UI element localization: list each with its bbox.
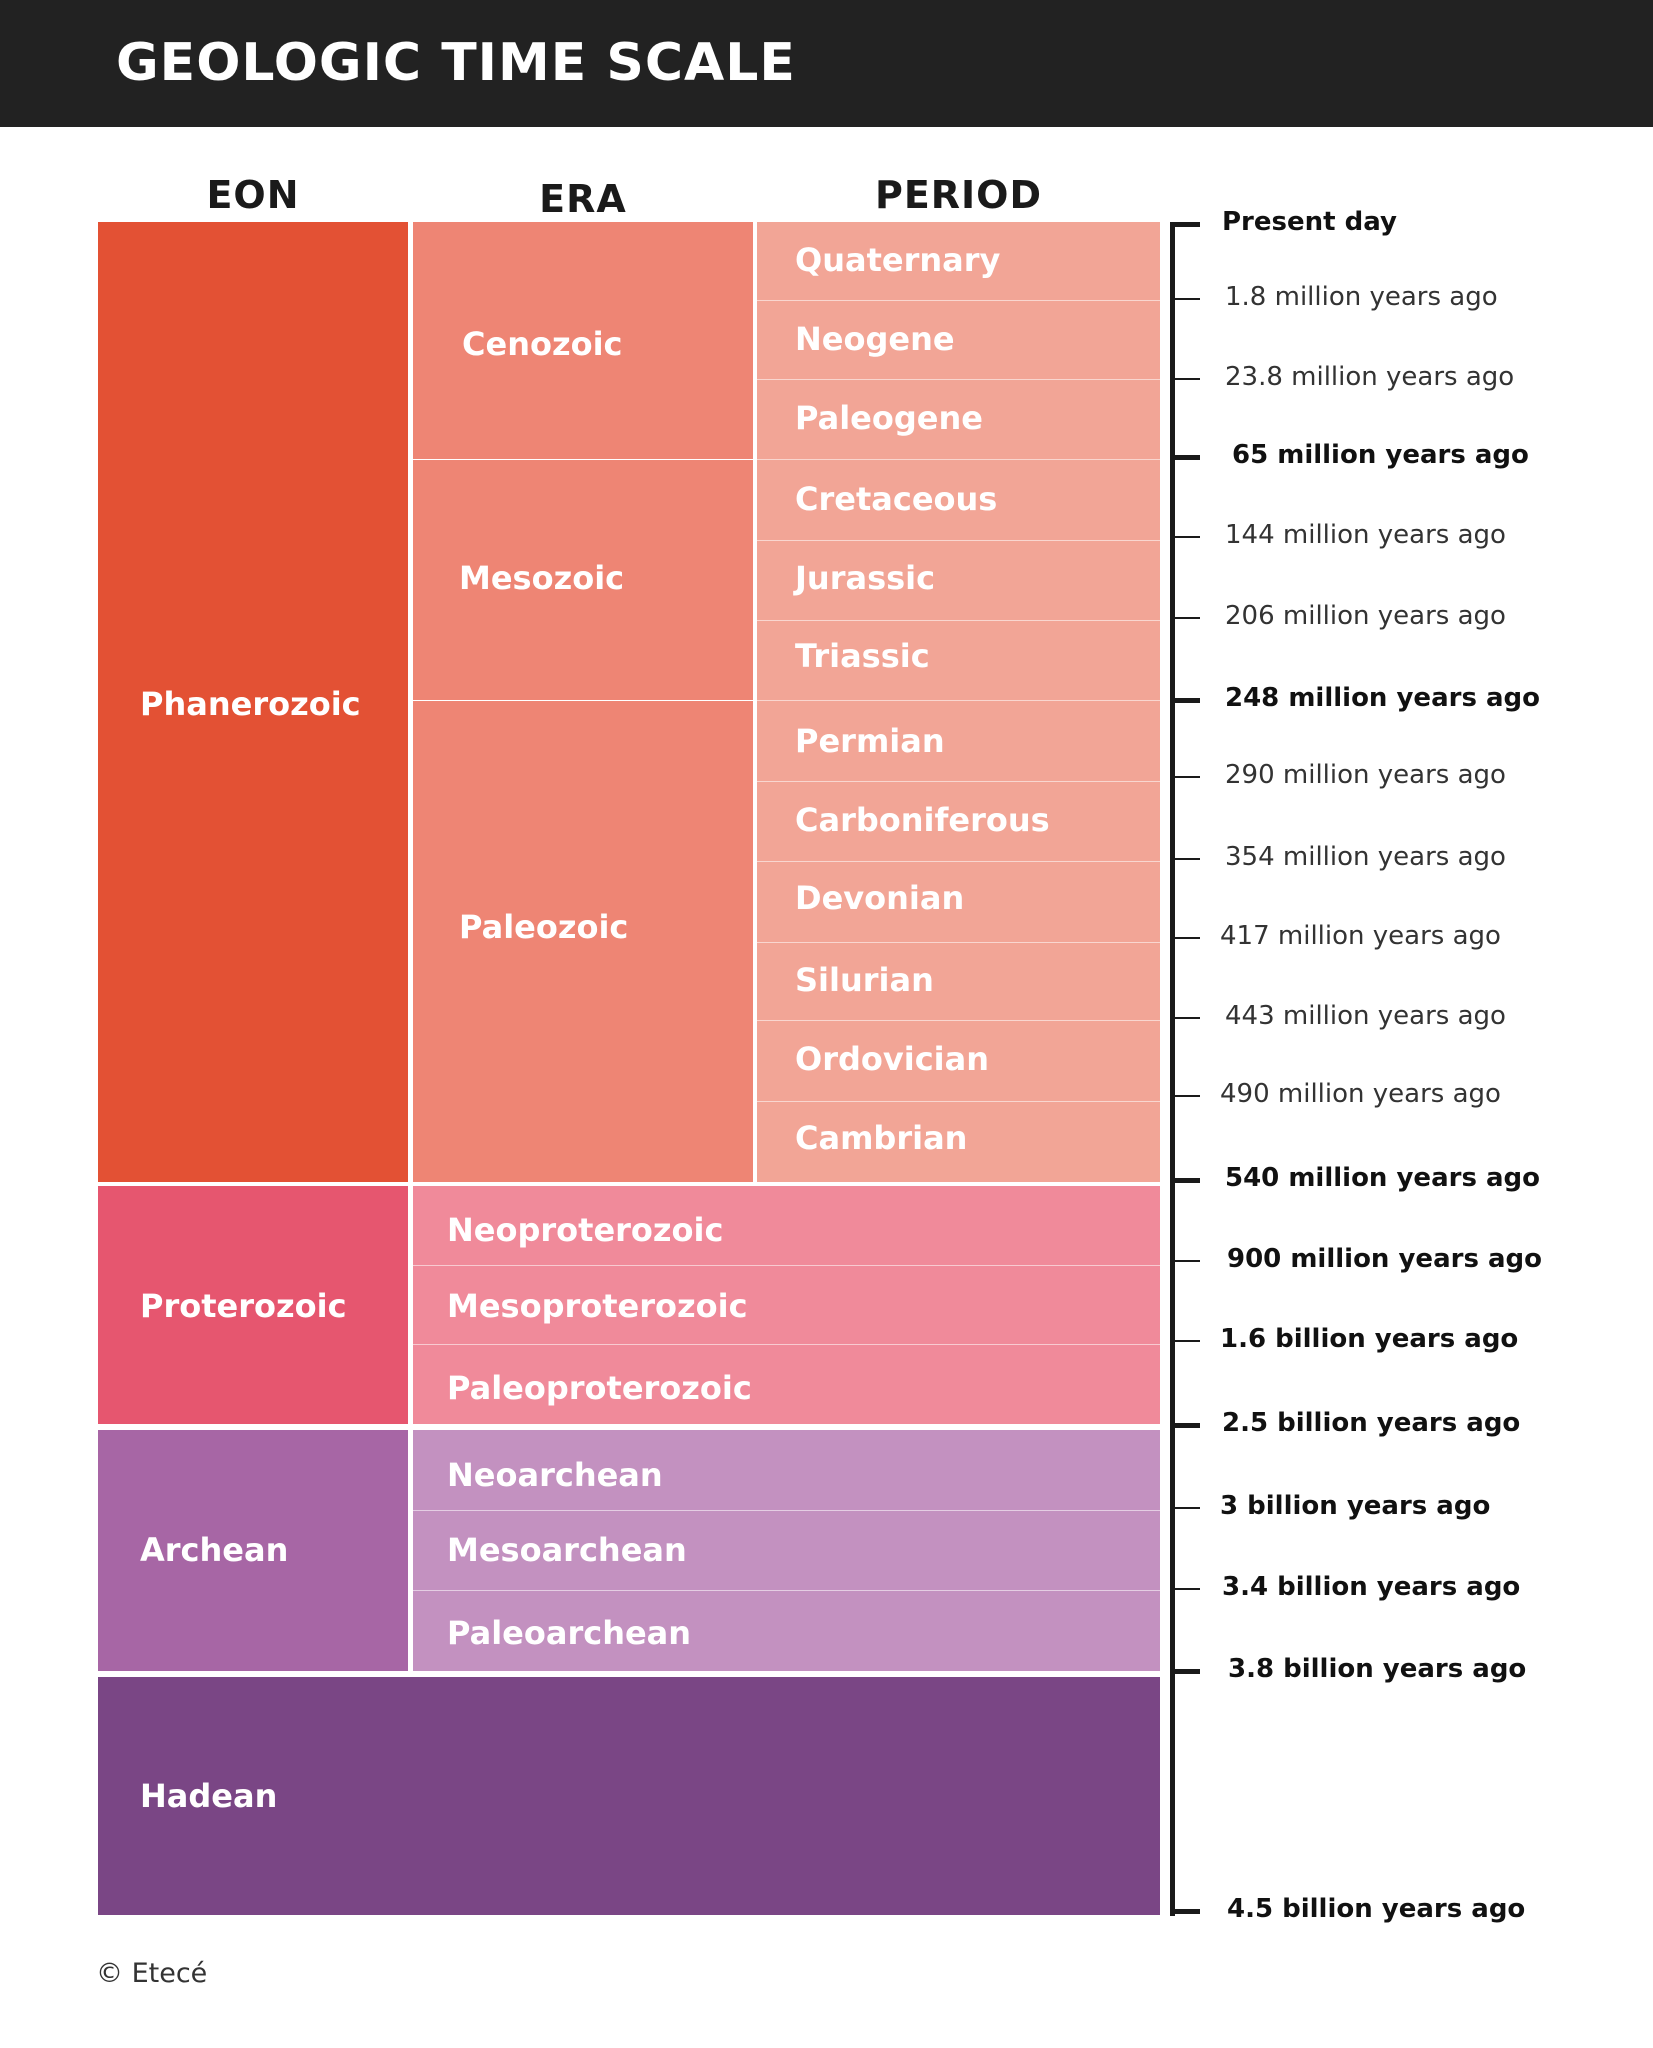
row-divider [413, 1590, 1160, 1591]
timeline-label: 23.8 million years ago [1225, 362, 1515, 392]
row-divider [757, 540, 1160, 541]
copyright-credit: © Etecé [96, 1958, 208, 1989]
timeline-tick [1172, 378, 1200, 380]
timeline-tick [1172, 1260, 1200, 1262]
timeline-tick [1172, 1340, 1200, 1342]
period-column: Quaternary Neogene Paleogene Cretaceous … [757, 222, 1160, 1182]
timeline-tick [1172, 1095, 1200, 1097]
timeline-label: 354 million years ago [1225, 842, 1506, 872]
period-label-permian: Permian [795, 722, 945, 760]
era-label: Paleozoic [459, 908, 629, 946]
era-label: Cenozoic [462, 325, 623, 363]
row-divider [757, 700, 1160, 701]
era-label-paleoproterozoic: Paleoproterozoic [447, 1369, 752, 1407]
period-label-paleogene: Paleogene [795, 399, 983, 437]
timeline-tick [1172, 1423, 1200, 1428]
timeline-tick [1172, 1588, 1200, 1590]
timeline-tick [1172, 617, 1200, 619]
row-divider [413, 1510, 1160, 1511]
timeline-label: Present day [1222, 207, 1397, 237]
timeline-label: 3 billion years ago [1220, 1491, 1491, 1521]
row-divider [757, 781, 1160, 782]
timeline-label: 65 million years ago [1232, 440, 1529, 470]
timeline-label: 290 million years ago [1225, 760, 1506, 790]
eon-label: Archean [140, 1531, 289, 1569]
period-label-silurian: Silurian [795, 961, 934, 999]
eon-block-archean: Archean [98, 1430, 408, 1671]
timeline-tick [1172, 776, 1200, 778]
timeline-tick [1172, 1669, 1200, 1674]
era-label-mesoproterozoic: Mesoproterozoic [447, 1287, 748, 1325]
timeline-tick [1172, 298, 1200, 300]
row-divider [757, 1020, 1160, 1021]
timeline-tick [1172, 1178, 1200, 1183]
timeline-label: 443 million years ago [1225, 1001, 1506, 1031]
period-label-carboniferous: Carboniferous [795, 801, 1050, 839]
era-label-mesoarchean: Mesoarchean [447, 1531, 687, 1569]
timeline-label: 4.5 billion years ago [1227, 1894, 1526, 1924]
timeline-label: 206 million years ago [1225, 601, 1506, 631]
row-divider [757, 459, 1160, 460]
column-header-eon: EON [206, 173, 300, 217]
era-label: Mesozoic [459, 559, 625, 597]
row-divider [757, 300, 1160, 301]
era-block-paleozoic: Paleozoic [413, 701, 753, 1182]
period-label-cambrian: Cambrian [795, 1119, 968, 1157]
eon-label: Hadean [140, 1777, 278, 1815]
row-divider [757, 942, 1160, 943]
timeline-label: 144 million years ago [1225, 520, 1506, 550]
row-divider [757, 379, 1160, 380]
proterozoic-era-column: Neoproterozoic Mesoproterozoic Paleoprot… [413, 1186, 1160, 1424]
archean-era-column: Neoarchean Mesoarchean Paleoarchean [413, 1430, 1160, 1671]
era-label-paleoarchean: Paleoarchean [447, 1614, 692, 1652]
page-title: GEOLOGIC TIME SCALE [116, 33, 796, 93]
timeline-label: 1.6 billion years ago [1220, 1324, 1519, 1354]
timeline-label: 490 million years ago [1220, 1079, 1501, 1109]
column-header-era: ERA [539, 177, 627, 221]
era-label-neoproterozoic: Neoproterozoic [447, 1211, 724, 1249]
timeline-label: 1.8 million years ago [1225, 282, 1498, 312]
timeline-label: 248 million years ago [1225, 683, 1540, 713]
timeline-label: 540 million years ago [1225, 1163, 1540, 1193]
timeline-tick [1172, 858, 1200, 860]
timeline-tick [1172, 536, 1200, 538]
timeline-tick [1172, 455, 1200, 460]
row-divider [413, 1344, 1160, 1345]
eon-block-hadean: Hadean [98, 1677, 1160, 1915]
timeline-label: 2.5 billion years ago [1222, 1408, 1521, 1438]
timeline-tick [1172, 698, 1200, 703]
timeline-label: 3.8 billion years ago [1228, 1654, 1527, 1684]
row-divider [413, 1265, 1160, 1266]
timeline-label: 3.4 billion years ago [1222, 1572, 1521, 1602]
timeline-label: 417 million years ago [1220, 921, 1501, 951]
timeline-tick [1172, 937, 1200, 939]
eon-block-proterozoic: Proterozoic [98, 1186, 408, 1424]
era-label-neoarchean: Neoarchean [447, 1456, 663, 1494]
timeline-tick [1172, 222, 1200, 227]
row-divider [757, 861, 1160, 862]
row-divider [757, 1101, 1160, 1102]
period-label-triassic: Triassic [795, 637, 930, 675]
period-label-ordovician: Ordovician [795, 1040, 990, 1078]
period-label-neogene: Neogene [795, 320, 955, 358]
period-label-devonian: Devonian [795, 879, 965, 917]
timeline-tick [1172, 1909, 1200, 1914]
header-bar: GEOLOGIC TIME SCALE [0, 0, 1653, 127]
timeline-tick [1172, 1017, 1200, 1019]
period-label-cretaceous: Cretaceous [795, 480, 998, 518]
eon-label: Proterozoic [140, 1287, 347, 1325]
period-label-quaternary: Quaternary [795, 241, 1001, 279]
timeline-label: 900 million years ago [1227, 1244, 1542, 1274]
eon-block-phanerozoic: Phanerozoic [98, 222, 408, 1182]
eon-label: Phanerozoic [140, 685, 361, 723]
timeline-tick [1172, 1507, 1200, 1509]
era-block-mesozoic: Mesozoic [413, 460, 753, 700]
period-label-jurassic: Jurassic [795, 559, 936, 597]
column-header-period: PERIOD [874, 173, 1043, 217]
row-divider [757, 620, 1160, 621]
timeline-axis [1170, 222, 1175, 1916]
era-block-cenozoic: Cenozoic [413, 222, 753, 459]
